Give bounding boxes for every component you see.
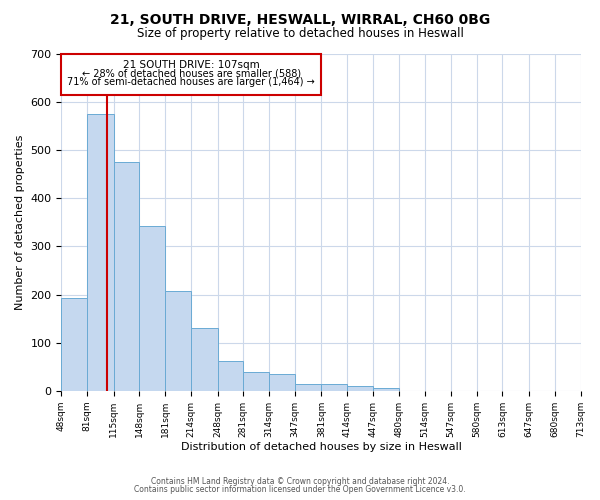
Bar [269,374,295,391]
Text: 71% of semi-detached houses are larger (1,464) →: 71% of semi-detached houses are larger (… [67,77,315,87]
Text: ← 28% of detached houses are smaller (588): ← 28% of detached houses are smaller (58… [82,69,301,79]
FancyBboxPatch shape [61,54,322,95]
Text: Contains HM Land Registry data © Crown copyright and database right 2024.: Contains HM Land Registry data © Crown c… [151,477,449,486]
Bar [191,328,218,391]
Y-axis label: Number of detached properties: Number of detached properties [15,134,25,310]
Bar [243,372,269,391]
Bar [218,361,243,391]
Bar [87,114,114,391]
Text: Size of property relative to detached houses in Heswall: Size of property relative to detached ho… [137,28,463,40]
Bar [114,162,139,391]
Bar [139,226,165,391]
X-axis label: Distribution of detached houses by size in Heswall: Distribution of detached houses by size … [181,442,461,452]
Bar [373,388,398,391]
Text: 21, SOUTH DRIVE, HESWALL, WIRRAL, CH60 0BG: 21, SOUTH DRIVE, HESWALL, WIRRAL, CH60 0… [110,12,490,26]
Bar [165,291,191,391]
Text: 21 SOUTH DRIVE: 107sqm: 21 SOUTH DRIVE: 107sqm [123,60,260,70]
Bar [61,298,87,391]
Bar [322,384,347,391]
Bar [295,384,322,391]
Text: Contains public sector information licensed under the Open Government Licence v3: Contains public sector information licen… [134,485,466,494]
Bar [347,386,373,391]
